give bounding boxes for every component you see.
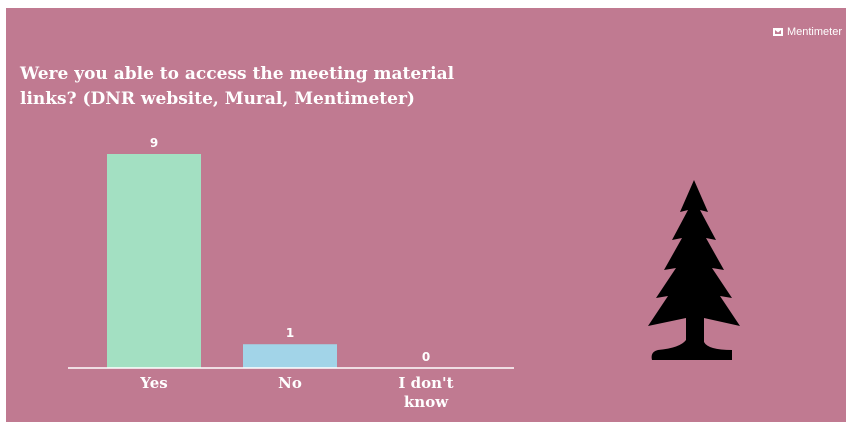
value-label: 9: [150, 136, 158, 150]
mentimeter-logo-icon: [772, 28, 783, 36]
category-label: No: [278, 374, 302, 392]
category-label: Yes: [139, 374, 167, 392]
bar-1: [107, 154, 201, 368]
pine-tree-icon: [648, 180, 740, 360]
slide: Mentimeter Were you able to access the m…: [6, 8, 846, 422]
bar-2: [243, 344, 337, 368]
question-title: Were you able to access the meeting mate…: [20, 64, 455, 109]
bar-chart: 9 Yes 1 No 0 I don't know: [68, 136, 514, 411]
value-label: 0: [422, 350, 430, 364]
value-label: 1: [286, 326, 294, 340]
category-label: I don't know: [398, 374, 453, 411]
brand-logo: Mentimeter: [772, 26, 842, 38]
brand-name: Mentimeter: [786, 26, 842, 38]
